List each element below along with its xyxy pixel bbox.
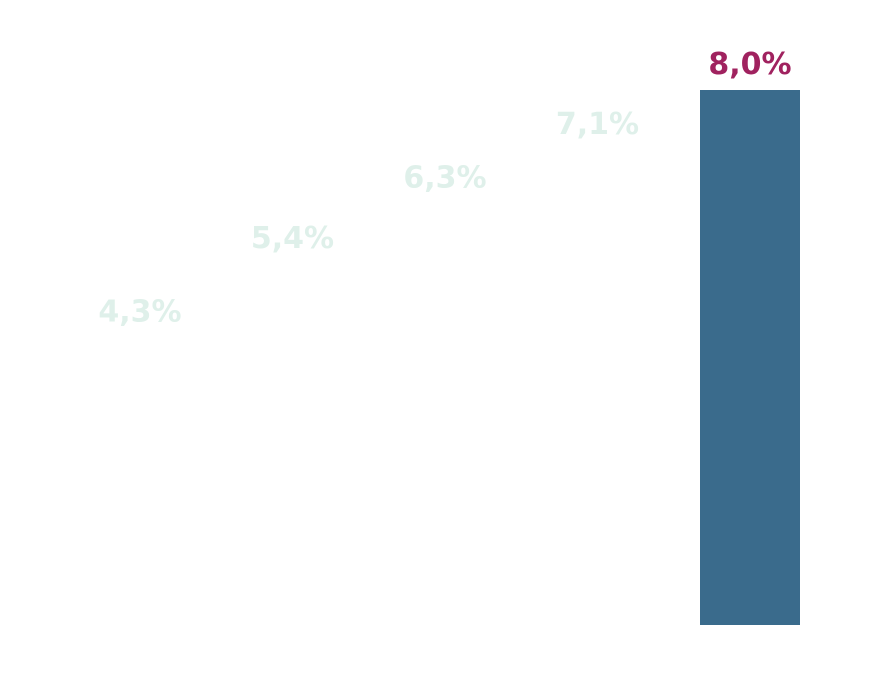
bar-value-label-2: 5,4% — [251, 221, 334, 256]
bar-value-label-3: 6,3% — [403, 161, 486, 196]
bar-1 — [90, 337, 190, 625]
bar-2 — [242, 263, 343, 625]
bar-3 — [395, 203, 495, 625]
bar-5 — [700, 90, 800, 625]
bar-4 — [547, 150, 648, 625]
bar-value-label-4: 7,1% — [556, 107, 639, 142]
bar-value-label-1: 4,3% — [98, 294, 181, 329]
bar-value-label-5: 8,0% — [708, 47, 791, 82]
